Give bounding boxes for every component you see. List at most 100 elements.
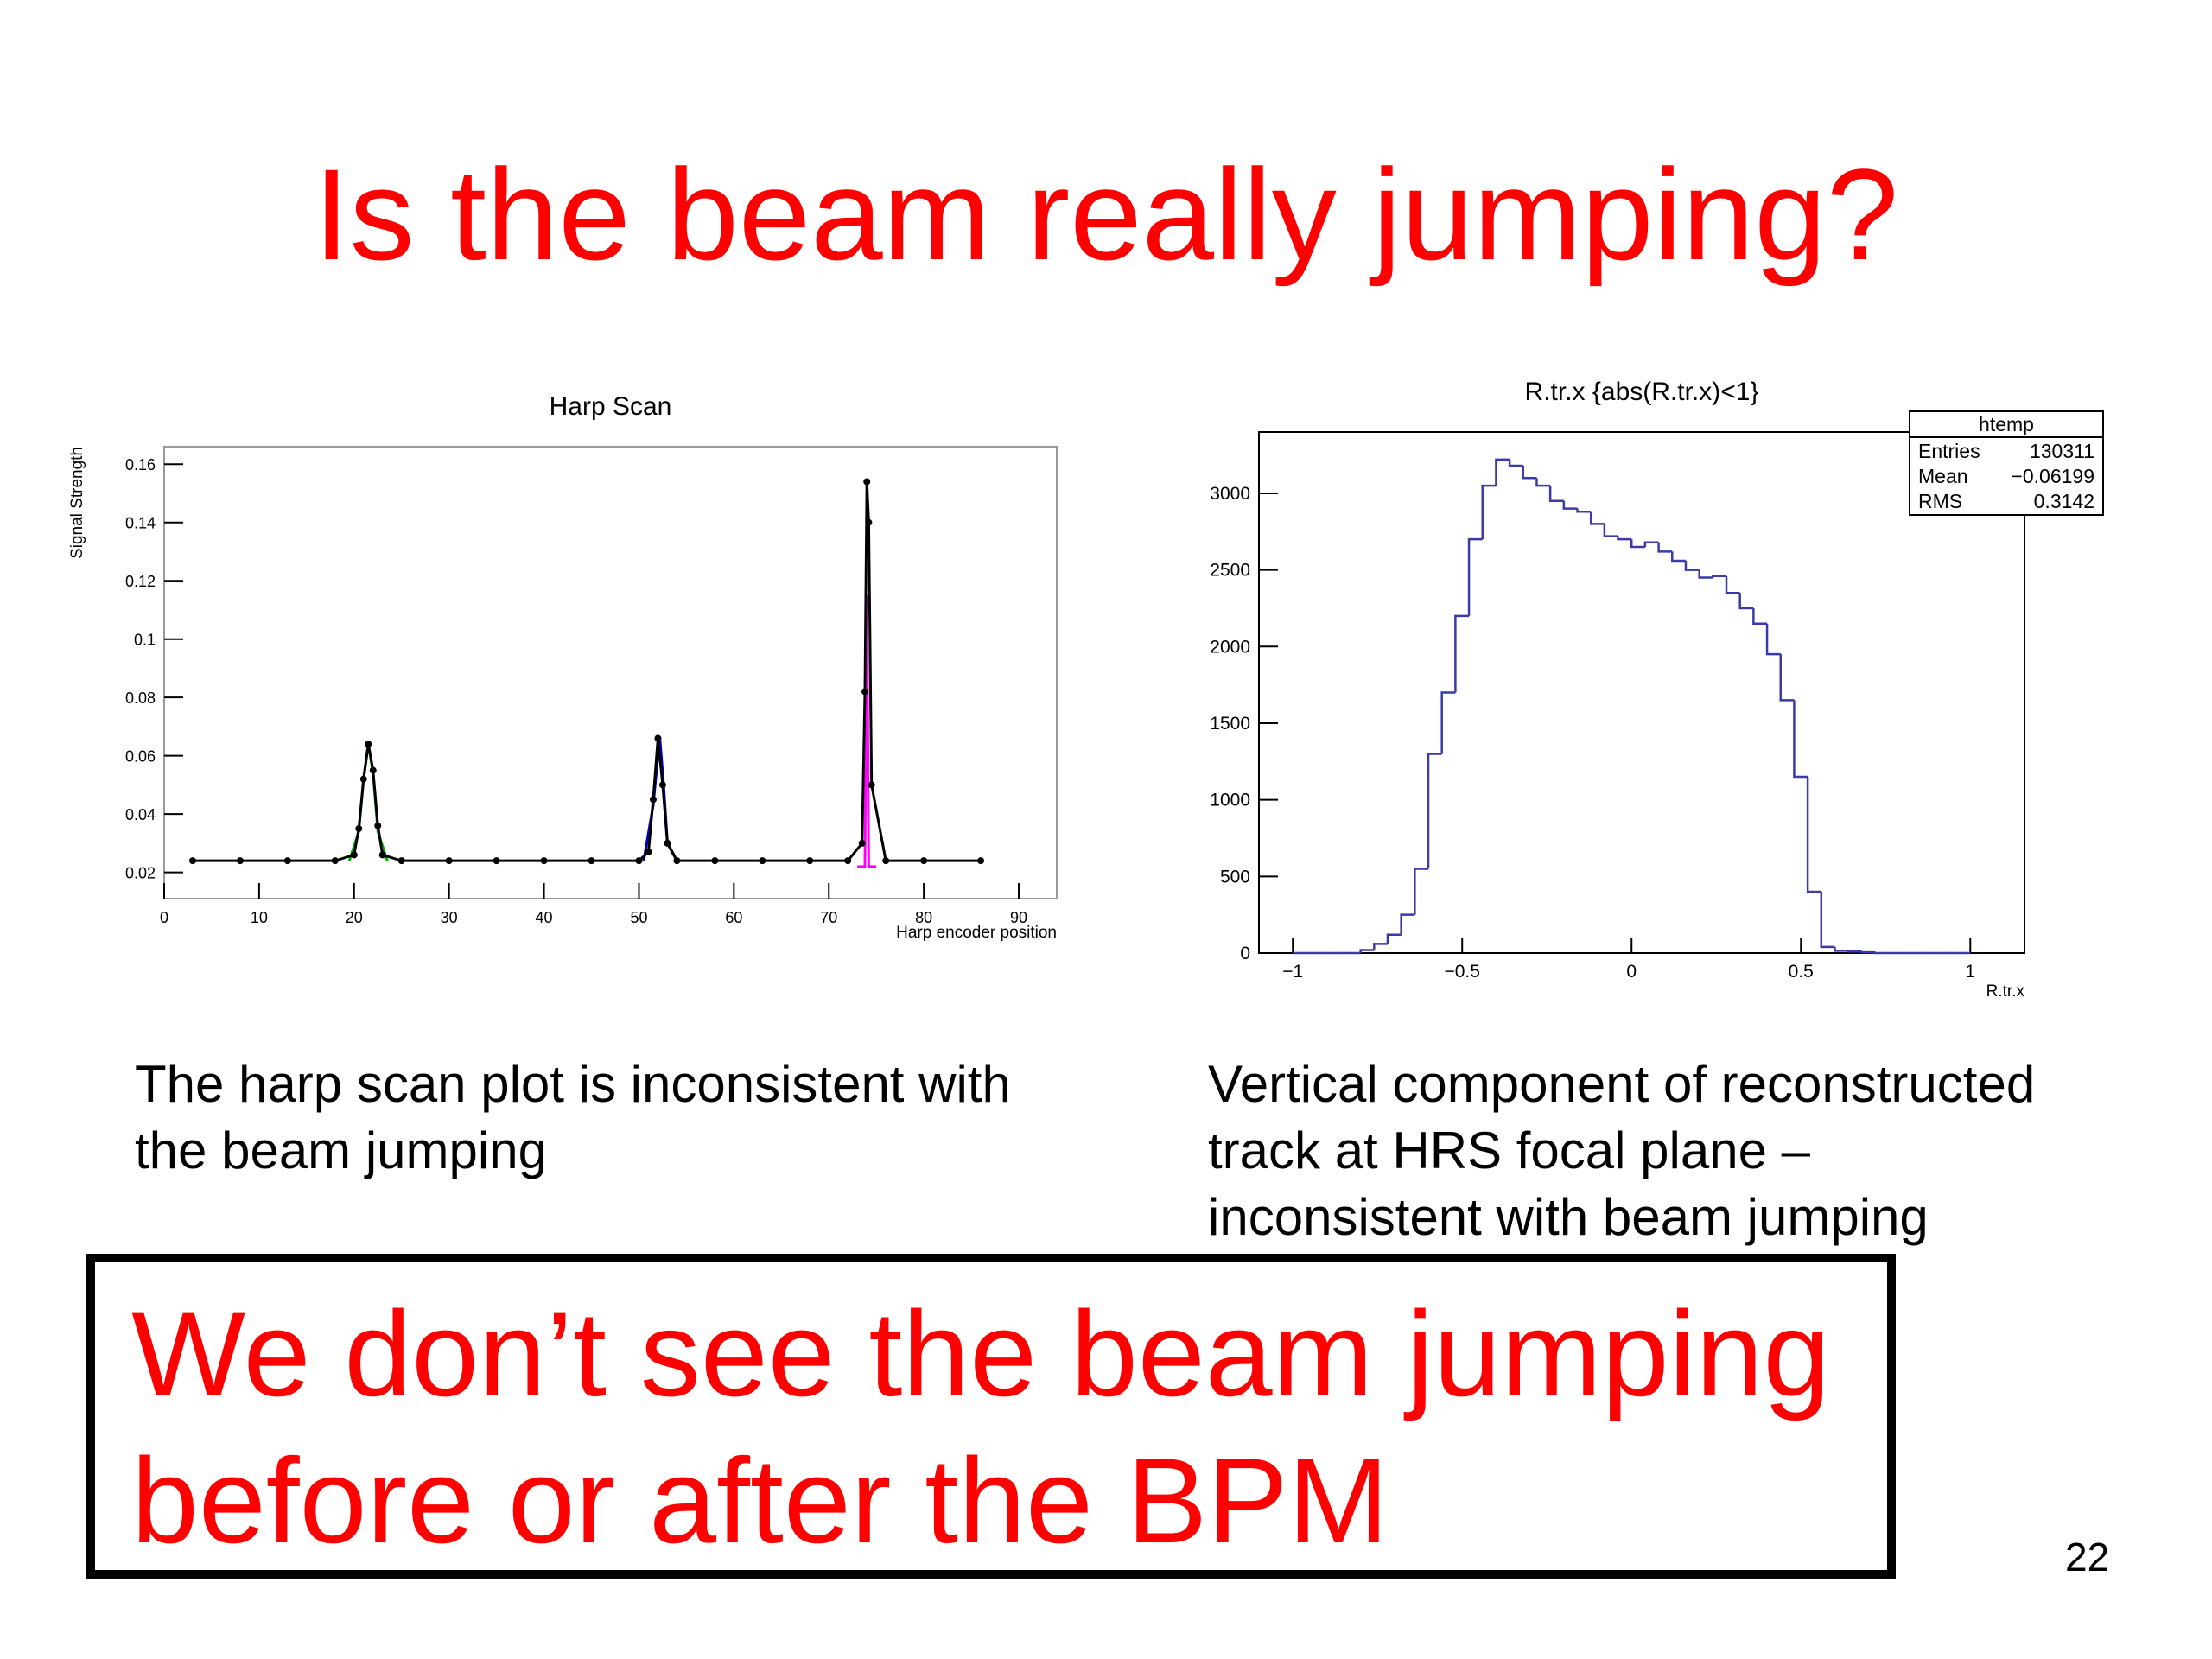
histogram-bin bbox=[1427, 753, 1442, 869]
chart-title: R.tr.x {abs(R.tr.x)<1} bbox=[1525, 378, 1759, 406]
histogram-bin bbox=[1617, 536, 1632, 541]
data-point bbox=[369, 766, 377, 774]
y-tick-label: 1000 bbox=[1210, 791, 1250, 810]
data-point bbox=[588, 857, 595, 865]
stats-title: htemp bbox=[1979, 413, 2034, 435]
histogram-bin bbox=[1765, 623, 1781, 656]
data-point bbox=[664, 839, 671, 847]
x-tick-label: 60 bbox=[725, 909, 742, 926]
histogram-bin bbox=[1834, 946, 1849, 952]
data-point bbox=[645, 849, 652, 856]
conclusion-box bbox=[86, 1254, 1896, 1579]
data-point bbox=[711, 857, 719, 865]
data-point bbox=[397, 857, 405, 865]
chart-title: Harp Scan bbox=[550, 392, 672, 421]
stats-box bbox=[1909, 410, 2104, 516]
histogram-bin bbox=[1671, 551, 1686, 563]
x-tick-label: 50 bbox=[630, 909, 647, 926]
x-tick-label: 0 bbox=[160, 909, 168, 926]
data-point bbox=[863, 478, 871, 486]
data-point bbox=[868, 781, 875, 789]
histogram-bin bbox=[1386, 933, 1402, 944]
slide-title: Is the beam really jumping? bbox=[314, 142, 1898, 287]
data-point bbox=[355, 825, 363, 833]
data-point bbox=[658, 781, 666, 789]
x-tick-label: 10 bbox=[251, 909, 268, 926]
y-tick-label: 1500 bbox=[1210, 714, 1250, 734]
caption-line: inconsistent with beam jumping bbox=[1208, 1188, 1929, 1246]
data-point bbox=[378, 851, 386, 859]
stats-value: −0.06199 bbox=[2011, 465, 2094, 487]
x-tick-label: 1 bbox=[1965, 962, 1975, 982]
histogram-bin bbox=[1440, 691, 1456, 754]
data-point bbox=[882, 857, 890, 865]
histogram-bin bbox=[1548, 486, 1564, 503]
histogram-bin bbox=[1779, 654, 1795, 702]
y-tick-label: 0 bbox=[1240, 944, 1250, 963]
histogram-bin bbox=[1847, 950, 1862, 953]
data-point bbox=[350, 851, 358, 859]
y-tick-label: 0.12 bbox=[125, 573, 156, 590]
x-tick-label: 40 bbox=[536, 909, 553, 926]
data-point bbox=[977, 857, 985, 865]
y-tick-label: 3000 bbox=[1210, 484, 1250, 504]
x-tick-label: 20 bbox=[346, 909, 363, 926]
data-point bbox=[445, 857, 453, 865]
histogram-bin bbox=[1576, 508, 1592, 513]
data-point bbox=[806, 857, 814, 865]
histogram-bin bbox=[1793, 700, 1808, 779]
histogram-bin bbox=[1752, 607, 1768, 625]
histogram-bin bbox=[1589, 512, 1605, 525]
x-tick-label: 0.5 bbox=[1789, 962, 1814, 982]
data-point bbox=[188, 857, 196, 865]
data-point bbox=[759, 857, 766, 865]
data-point bbox=[920, 857, 928, 865]
caption-line: The harp scan plot is inconsistent with bbox=[135, 1055, 1011, 1113]
histogram-bin bbox=[1481, 484, 1497, 540]
y-tick-label: 0.06 bbox=[125, 748, 156, 766]
data-point bbox=[493, 857, 500, 865]
series-line bbox=[857, 595, 877, 868]
y-tick-label: 2000 bbox=[1210, 637, 1250, 657]
y-tick-label: 0.04 bbox=[125, 806, 156, 823]
caption-line: the beam jumping bbox=[135, 1122, 547, 1179]
data-point bbox=[359, 775, 367, 783]
x-tick-label: −0.5 bbox=[1444, 962, 1479, 982]
stats-value: 0.3142 bbox=[2034, 490, 2094, 512]
data-point bbox=[865, 518, 873, 526]
histogram-bin bbox=[1522, 466, 1537, 480]
histogram-bin bbox=[1454, 614, 1470, 693]
plot-frame bbox=[1258, 431, 2025, 954]
histogram-bin bbox=[1508, 459, 1523, 467]
conclusion-line: We don’t see the beam jumping bbox=[131, 1286, 1830, 1421]
histogram-bin bbox=[1657, 542, 1673, 553]
x-axis-label: R.tr.x bbox=[1986, 982, 2025, 1001]
caption-line: track at HRS focal plane – bbox=[1208, 1122, 1811, 1179]
y-tick-label: 2500 bbox=[1210, 561, 1250, 581]
histogram-bin bbox=[1400, 913, 1415, 935]
histogram-bin bbox=[1562, 500, 1578, 510]
histogram-bin bbox=[1630, 539, 1645, 549]
histogram-bin bbox=[1373, 943, 1388, 950]
data-point bbox=[331, 857, 339, 865]
data-point bbox=[283, 857, 291, 865]
caption-line: Vertical component of reconstructed bbox=[1208, 1055, 2035, 1113]
data-point bbox=[673, 857, 681, 865]
y-axis-label: Signal Strength bbox=[68, 447, 86, 559]
histogram-bin bbox=[1414, 868, 1429, 915]
data-point bbox=[861, 688, 869, 696]
x-tick-label: 90 bbox=[1010, 909, 1027, 926]
y-tick-label: 0.08 bbox=[125, 690, 156, 707]
data-point bbox=[844, 857, 852, 865]
histogram-bin bbox=[1359, 949, 1375, 953]
x-axis-label: Harp encoder position bbox=[896, 924, 1057, 942]
page-number: 22 bbox=[2065, 1535, 2109, 1580]
y-tick-label: 0.1 bbox=[134, 632, 156, 649]
data-point bbox=[540, 857, 548, 865]
data-point bbox=[236, 857, 244, 865]
histogram-bin bbox=[1806, 777, 1821, 893]
stats-value: 130311 bbox=[2030, 440, 2094, 462]
y-tick-label: 0.14 bbox=[125, 515, 156, 532]
